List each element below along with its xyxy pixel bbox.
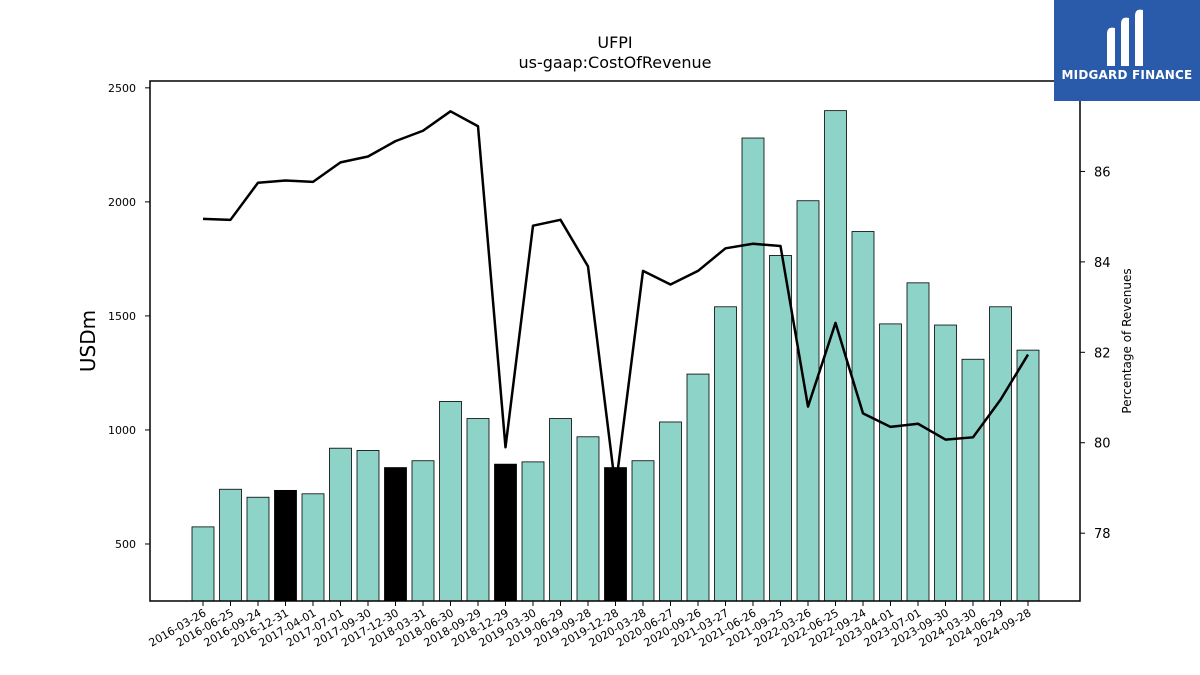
bar-2023-07-01 bbox=[906, 282, 930, 602]
bar-2016-03-26 bbox=[191, 526, 215, 602]
y-tick-label: 500 bbox=[115, 538, 136, 551]
bar-2021-06-26 bbox=[741, 137, 765, 602]
y2-tick-label: 80 bbox=[1094, 437, 1111, 452]
bar-2024-09-28 bbox=[1016, 349, 1040, 602]
bar-2024-03-30 bbox=[961, 358, 985, 602]
y-tick-label: 2000 bbox=[108, 196, 136, 209]
line-series bbox=[202, 110, 1030, 490]
bar-2016-09-24 bbox=[246, 496, 270, 602]
chart-title: UFPI bbox=[597, 33, 632, 52]
y2-tick-label: 86 bbox=[1094, 165, 1111, 180]
bar-2017-04-01 bbox=[301, 493, 325, 602]
y-tick-label: 2500 bbox=[108, 82, 136, 95]
midgard-logo-icon bbox=[1107, 9, 1143, 67]
bar-series bbox=[191, 110, 1040, 602]
bar-2020-03-28 bbox=[631, 460, 655, 602]
bar-2016-06-25 bbox=[219, 488, 242, 602]
bar-2019-03-30 bbox=[521, 461, 545, 602]
bar-2020-06-27 bbox=[659, 421, 682, 602]
y-tick-label: 1000 bbox=[108, 424, 136, 437]
bar-2018-03-31 bbox=[411, 460, 435, 602]
bar-2019-06-29 bbox=[549, 418, 572, 602]
bar-2023-09-30 bbox=[934, 324, 957, 602]
y2-tick-label: 78 bbox=[1094, 527, 1111, 542]
bar-2018-09-29 bbox=[466, 418, 490, 602]
percentage-line bbox=[202, 110, 1030, 490]
bar-2017-12-30 bbox=[384, 467, 407, 602]
y-tick-label: 1500 bbox=[108, 310, 136, 323]
bar-2017-07-01 bbox=[329, 447, 352, 602]
y2-tick-label: 82 bbox=[1094, 346, 1111, 361]
y2-tick-label: 84 bbox=[1094, 256, 1111, 271]
bar-2018-06-30 bbox=[439, 401, 462, 602]
bar-2024-06-29 bbox=[989, 306, 1012, 602]
bar-2022-06-25 bbox=[824, 110, 847, 602]
bar-2021-09-25 bbox=[769, 255, 792, 602]
bar-2023-04-01 bbox=[879, 323, 902, 602]
bar-2016-12-31 bbox=[274, 489, 297, 602]
bar-2018-12-29 bbox=[494, 463, 517, 602]
y-axis-left: 500 1000 1500 2000 2500 bbox=[108, 82, 150, 551]
x-axis: 2016-03-262016-06-252016-09-242016-12-31… bbox=[147, 601, 1034, 650]
midgard-finance-logo: MIDGARD FINANCE bbox=[1054, 0, 1200, 101]
bar-2019-09-28 bbox=[576, 436, 600, 602]
chart-subtitle: us-gaap:CostOfRevenue bbox=[518, 53, 711, 72]
y-axis-label: USDm bbox=[76, 310, 100, 372]
y2-axis-label: Percentage of Revenues bbox=[1120, 268, 1134, 413]
bar-2017-09-30 bbox=[356, 450, 380, 602]
bar-2020-09-26 bbox=[686, 373, 710, 602]
bar-2021-03-27 bbox=[714, 306, 737, 602]
y-axis-right: 78 80 82 84 86 bbox=[1080, 165, 1111, 542]
logo-text: MIDGARD FINANCE bbox=[1061, 68, 1193, 82]
